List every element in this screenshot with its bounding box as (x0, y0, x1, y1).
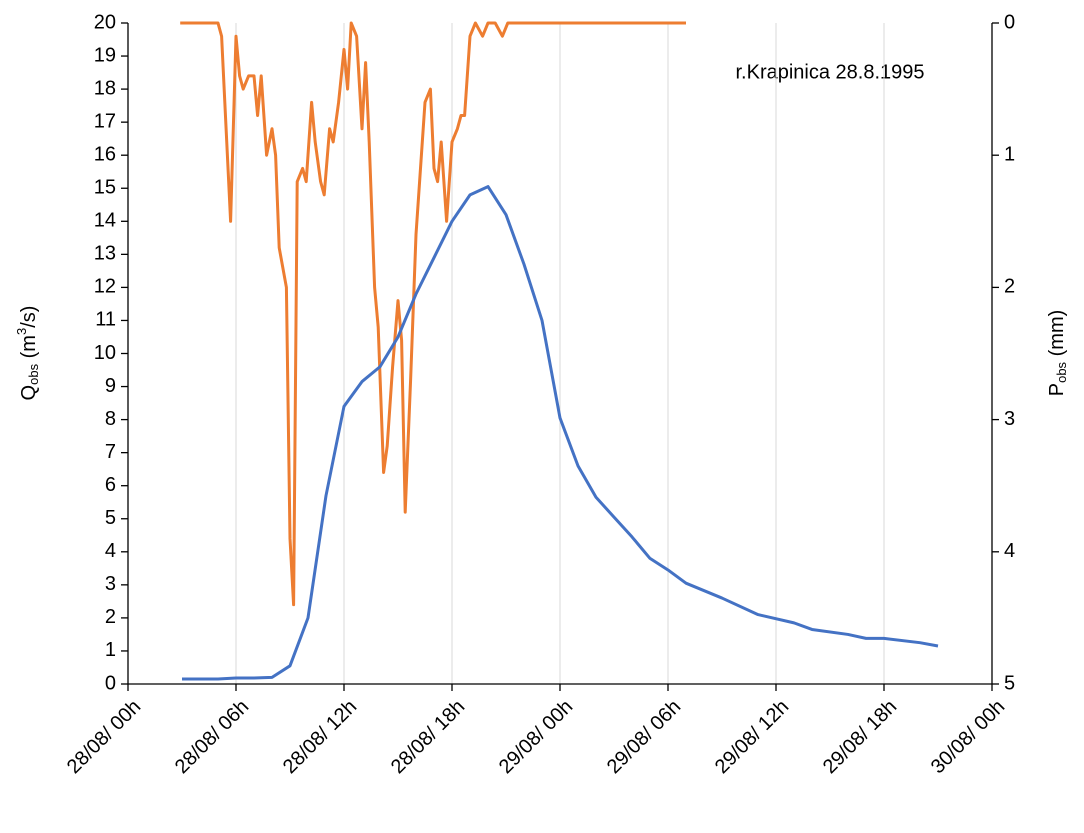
x-tick-label: 29/08/ 00h (495, 696, 577, 778)
y-tick-label: 16 (94, 143, 116, 165)
series-line (180, 21, 686, 607)
annotation: r.Krapinica 28.8.1995 (735, 61, 924, 83)
y2-tick-label: 1 (1004, 143, 1015, 165)
y2-tick-label: 0 (1004, 11, 1015, 33)
x-tick-label: 29/08/ 12h (711, 696, 793, 778)
y-tick-label: 7 (105, 441, 116, 463)
x-tick-label: 28/08/ 12h (279, 696, 361, 778)
y-tick-label: 8 (105, 408, 116, 430)
y2-tick-label: 2 (1004, 276, 1015, 298)
y-tick-label: 19 (94, 44, 116, 66)
y2-tick-label: 5 (1004, 672, 1015, 694)
y-tick-label: 12 (94, 276, 116, 298)
y-tick-label: 0 (105, 672, 116, 694)
x-tick-label: 30/08/ 00h (927, 696, 1009, 778)
y-tick-label: 20 (94, 11, 116, 33)
x-tick-label: 29/08/ 06h (603, 696, 685, 778)
label-part: /s) (18, 306, 40, 328)
y2-axis-title: Pobs (mm) (1046, 310, 1069, 397)
x-tick-label: 28/08/ 18h (387, 696, 469, 778)
x-tick-label: 28/08/ 00h (63, 696, 145, 778)
y-tick-label: 13 (94, 243, 116, 265)
series-line (182, 185, 939, 681)
y-tick-label: 1 (105, 639, 116, 661)
y-tick-label: 18 (94, 77, 116, 99)
y2-tick-label: 3 (1004, 408, 1015, 430)
label-sub: obs (26, 363, 41, 384)
y-axis-title: Qobs (m3/s) (14, 306, 41, 401)
y-tick-label: 9 (105, 375, 116, 397)
label-part: P (1046, 383, 1068, 396)
x-tick-label: 29/08/ 18h (819, 696, 901, 778)
label-part: (m (18, 335, 40, 364)
label-sub: obs (1054, 361, 1069, 382)
y-tick-label: 4 (105, 540, 116, 562)
y-tick-label: 6 (105, 474, 116, 496)
y-tick-label: 5 (105, 507, 116, 529)
x-tick-label: 28/08/ 06h (171, 696, 253, 778)
label-sup: 3 (14, 328, 29, 335)
y-tick-label: 11 (95, 309, 116, 331)
label-part: Q (18, 385, 40, 401)
y-tick-label: 3 (105, 573, 116, 595)
label-part: (mm) (1046, 310, 1068, 362)
y-tick-label: 15 (94, 177, 116, 199)
y-tick-label: 17 (94, 110, 116, 132)
y-tick-label: 14 (94, 210, 116, 232)
y-tick-label: 10 (94, 342, 116, 364)
y-tick-label: 2 (105, 606, 116, 628)
y2-tick-label: 4 (1004, 540, 1015, 562)
